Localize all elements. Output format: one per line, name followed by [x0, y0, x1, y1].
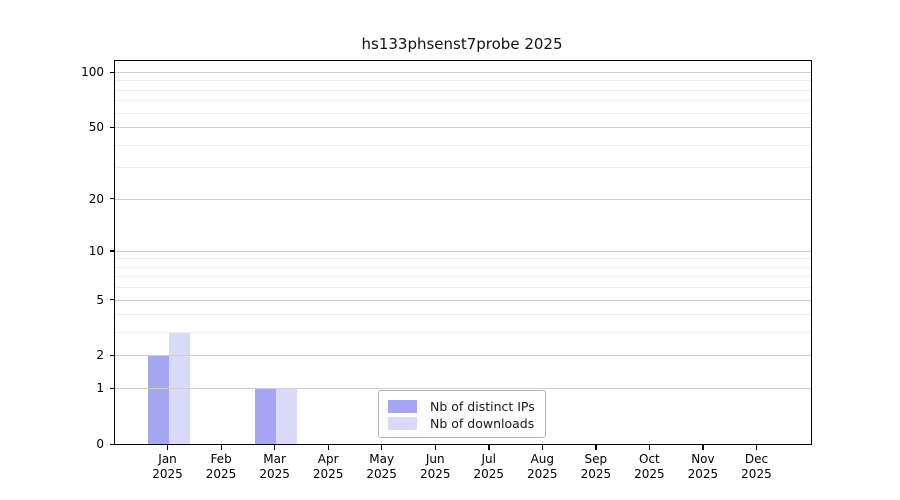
y-tick-label: 10	[88, 243, 104, 258]
x-tick-mark	[274, 445, 276, 450]
x-tick-label: Mar 2025	[259, 452, 290, 481]
gridline-minor	[115, 89, 811, 91]
x-tick-mark	[648, 445, 651, 450]
bar-distinct-ips	[254, 388, 276, 444]
y-tick-label: 5	[96, 292, 104, 307]
x-tick-mark	[541, 445, 544, 450]
x-tick-mark	[167, 445, 169, 450]
x-tick-label: May 2025	[366, 452, 397, 481]
x-tick-label: Feb 2025	[205, 452, 237, 481]
x-tick-label: Oct 2025	[634, 452, 665, 481]
legend-swatch-distinct-ips	[388, 400, 417, 413]
gridline-minor	[115, 258, 811, 260]
x-tick-label: Apr 2025	[312, 452, 344, 481]
y-tick-mark	[110, 443, 115, 445]
gridline-minor	[115, 266, 811, 268]
x-tick-label: Jun 2025	[419, 452, 451, 481]
gridline-minor	[115, 100, 811, 102]
gridline-major	[115, 72, 811, 73]
y-tick-mark	[110, 354, 115, 357]
gridline-major	[115, 198, 811, 200]
y-tick-label: 2	[96, 348, 104, 363]
x-tick-label: Jul 2025	[473, 452, 505, 481]
y-tick-mark	[110, 299, 115, 301]
legend-label-distinct-ips: Nb of distinct IPs	[430, 399, 535, 414]
y-tick-mark	[110, 126, 115, 128]
gridline-major	[115, 355, 811, 357]
gridline-minor	[115, 332, 811, 334]
gridline-minor	[115, 144, 811, 146]
gridline-major	[115, 127, 811, 129]
x-tick-mark	[702, 445, 704, 450]
x-tick-mark	[488, 445, 490, 450]
gridline-minor	[115, 314, 811, 316]
y-tick-mark	[110, 250, 115, 252]
gridline-major	[115, 250, 811, 252]
x-tick-mark	[434, 445, 437, 450]
bar-distinct-ips	[147, 355, 169, 444]
y-tick-label: 1	[96, 381, 104, 396]
y-tick-label: 20	[88, 191, 104, 206]
x-tick-label: Dec 2025	[741, 452, 772, 481]
plot-area	[114, 60, 812, 445]
legend-item-distinct-ips: Nb of distinct IPs	[388, 398, 536, 415]
gridline-minor	[115, 167, 811, 169]
legend-swatch-downloads	[388, 417, 417, 430]
chart-title: hs133phsenst7probe 2025	[361, 35, 563, 53]
legend: Nb of distinct IPs Nb of downloads	[378, 390, 546, 438]
y-tick-label: 100	[81, 65, 104, 79]
x-tick-mark	[755, 445, 758, 450]
bar-downloads	[275, 388, 297, 444]
gridline-major	[115, 388, 811, 390]
x-tick-label: Sep 2025	[580, 452, 612, 481]
y-tick-mark	[110, 387, 115, 389]
x-tick-mark	[327, 445, 329, 450]
y-tick-label: 0	[96, 437, 104, 451]
x-tick-label: Nov 2025	[687, 452, 719, 481]
gridline-major	[115, 299, 811, 301]
gridline-minor	[115, 112, 811, 114]
legend-item-downloads: Nb of downloads	[388, 415, 536, 432]
x-tick-mark	[381, 445, 383, 450]
gridline-minor	[115, 287, 811, 289]
x-tick-mark	[595, 445, 597, 450]
x-tick-label: Aug 2025	[527, 452, 558, 481]
y-tick-label: 50	[88, 120, 104, 135]
gridline-minor	[115, 276, 811, 278]
bar-downloads	[168, 332, 190, 444]
x-tick-label: Jan 2025	[152, 452, 183, 481]
x-tick-mark	[220, 445, 222, 450]
legend-label-downloads: Nb of downloads	[430, 416, 535, 431]
gridline-minor	[115, 80, 811, 82]
y-tick-mark	[110, 198, 115, 200]
y-tick-mark	[110, 71, 115, 73]
